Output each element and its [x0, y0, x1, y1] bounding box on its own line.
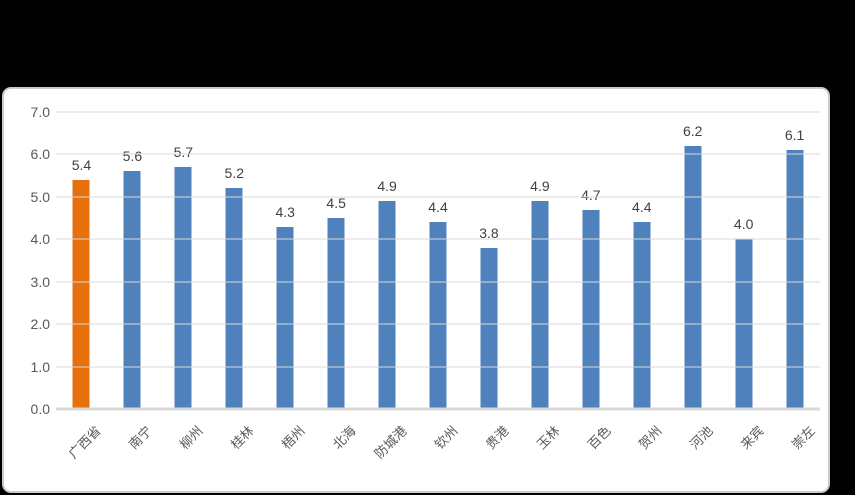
- bar: [531, 201, 549, 409]
- bar: [786, 150, 804, 409]
- bar-slot: 6.1 崇左: [769, 112, 820, 452]
- category-label: 广西省: [66, 423, 105, 462]
- bar-slot: 4.9 玉林: [514, 112, 565, 452]
- bar: [327, 218, 345, 409]
- category-label: 百色: [584, 423, 614, 453]
- bar-value-label: 5.2: [224, 165, 245, 182]
- bar-slot: 4.7 百色: [565, 112, 616, 453]
- bar-slot: 5.6 南宁: [107, 112, 158, 452]
- bar-value-label: 4.3: [275, 203, 295, 220]
- bar-slot: 4.5 北海: [311, 112, 362, 452]
- bar-value-label: 6.1: [784, 127, 805, 144]
- gridline: [56, 153, 820, 155]
- gridline: [56, 323, 820, 325]
- bar: [633, 222, 651, 409]
- bar-series: 5.4 广西省 5.6 南宁 5.7 柳州 5.2 桂林 4.3 梧州 4.5 北海 4.9 防城港 4.4…: [56, 112, 820, 461]
- bar-value-label: 5.6: [122, 148, 143, 165]
- bar-slot: 5.2 桂林: [209, 112, 260, 452]
- bar-slot: 3.8 贵港: [464, 112, 515, 452]
- chart-body: 7.0 6.0 5.0 4.0 3.0 2.0 1.0 0.0 5.4 广西省 5.6 南宁 5.7 柳…: [14, 104, 820, 461]
- gridline: [56, 196, 820, 198]
- bar: [429, 222, 447, 409]
- bar: [378, 201, 396, 409]
- bar: [174, 167, 192, 409]
- category-label: 贵港: [482, 423, 512, 453]
- bar-value-label: 3.8: [479, 224, 499, 241]
- bar-slot: 5.4 广西省: [56, 112, 107, 461]
- y-tick-label: 6.0: [30, 146, 50, 163]
- y-tick-label: 1.0: [30, 358, 50, 375]
- x-axis-baseline: [56, 407, 820, 411]
- y-tick-label: 7.0: [30, 104, 50, 120]
- bar-slot: 4.4 贺州: [616, 112, 667, 452]
- bar: [72, 179, 90, 409]
- bar: [276, 226, 294, 409]
- category-label: 玉林: [533, 423, 563, 453]
- y-tick-label: 3.0: [30, 273, 50, 290]
- bar-value-label: 4.9: [530, 178, 550, 195]
- bar-value-label: 4.0: [733, 216, 754, 233]
- y-tick-label: 4.0: [30, 231, 50, 248]
- bar: [480, 247, 498, 409]
- category-label: 柳州: [177, 423, 207, 453]
- bar-slot: 4.3 梧州: [260, 112, 311, 453]
- bar-slot: 4.9 防城港: [362, 112, 413, 461]
- bar: [225, 188, 243, 409]
- bar-value-label: 4.4: [632, 199, 652, 216]
- category-label: 南宁: [126, 423, 156, 453]
- category-label: 来宾: [737, 423, 767, 453]
- y-tick-label: 0.0: [30, 401, 50, 417]
- category-label: 贺州: [635, 423, 665, 453]
- chart-panel: 7.0 6.0 5.0 4.0 3.0 2.0 1.0 0.0 5.4 广西省 5.6 南宁 5.7 柳…: [2, 87, 830, 493]
- bar: [684, 145, 702, 409]
- bar: [582, 209, 600, 409]
- bar-slot: 5.7 柳州: [158, 112, 209, 452]
- gridline: [56, 111, 820, 113]
- y-tick-label: 5.0: [30, 188, 50, 205]
- plot-area: 5.4 广西省 5.6 南宁 5.7 柳州 5.2 桂林 4.3 梧州 4.5 北海 4.9 防城港 4.4…: [56, 111, 820, 461]
- category-label: 崇左: [788, 423, 818, 453]
- bar-value-label: 6.2: [682, 122, 703, 139]
- y-axis: 7.0 6.0 5.0 4.0 3.0 2.0 1.0 0.0: [14, 104, 56, 417]
- category-label: 防城港: [371, 423, 410, 462]
- bar-value-label: 4.9: [377, 178, 397, 195]
- gridline: [56, 366, 820, 368]
- bar: [123, 171, 141, 409]
- bar-value-label: 5.4: [71, 156, 92, 173]
- bar-value-label: 4.7: [581, 186, 601, 203]
- category-label: 梧州: [278, 423, 308, 453]
- bar-slot: 4.0 来宾: [718, 112, 769, 452]
- bar-value-label: 4.4: [428, 199, 448, 216]
- category-label: 河池: [686, 423, 716, 453]
- bar-value-label: 5.7: [173, 144, 194, 161]
- category-label: 桂林: [228, 423, 258, 453]
- y-tick-label: 2.0: [30, 316, 50, 333]
- bar-slot: 6.2 河池: [667, 112, 718, 452]
- category-label: 北海: [329, 423, 359, 453]
- bar-slot: 4.4 钦州: [413, 112, 464, 452]
- bar-value-label: 4.5: [326, 195, 346, 212]
- gridline: [56, 238, 820, 240]
- category-label: 钦州: [431, 423, 461, 453]
- gridline: [56, 281, 820, 283]
